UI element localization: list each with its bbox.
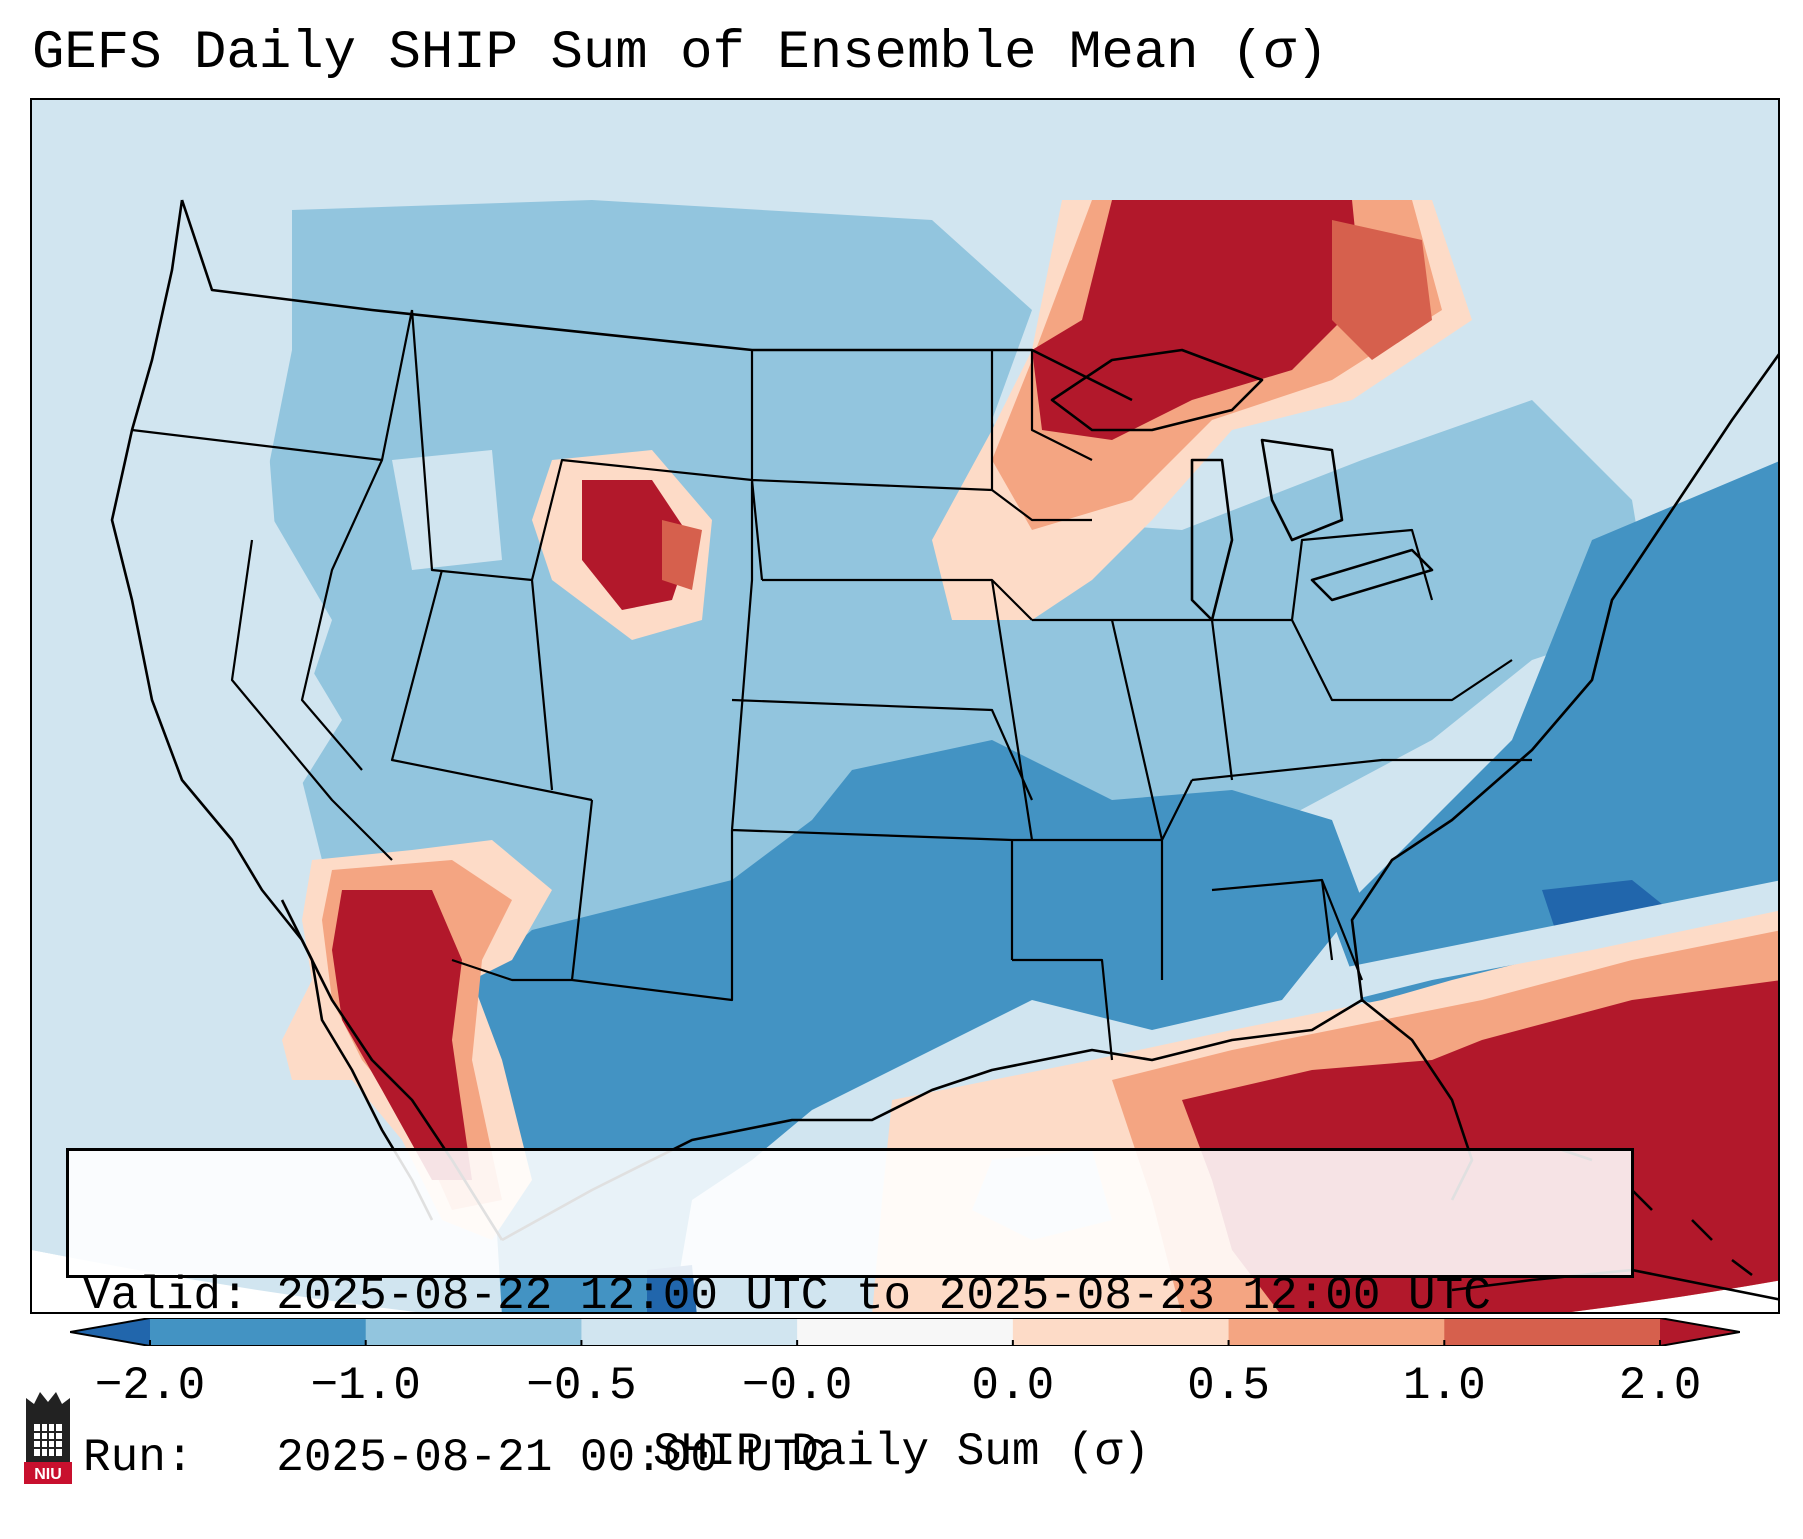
colorbar-segment (365, 1318, 582, 1346)
colorbar-tick-label: 0.5 (1187, 1360, 1270, 1412)
east-coast (1350, 353, 1778, 1001)
colorbar-tick-label: −0.0 (741, 1360, 853, 1412)
valid-value: 2025-08-22 12:00 UTC to 2025-08-23 12:00… (276, 1270, 1491, 1322)
colorbar-tick-label: 0.0 (971, 1360, 1055, 1412)
run-value: 2025-08-21 00:00 UTC (276, 1432, 829, 1484)
lake-huron (1260, 438, 1344, 542)
map-panel (30, 98, 1780, 1314)
colorbar-tick-label: 2.0 (1618, 1360, 1702, 1412)
boundaries-layer (110, 199, 1778, 1301)
colorbar-tick-label: −2.0 (94, 1360, 206, 1412)
colorbar-segment (1012, 1318, 1230, 1346)
colorbar-segment (1444, 1318, 1661, 1346)
validity-info-box: Valid: 2025-08-22 12:00 UTC to 2025-08-2… (66, 1148, 1634, 1484)
field-atlantic-blue (1332, 460, 1778, 1030)
colorbar-segment (1228, 1318, 1445, 1346)
field-lakes-salmon-2 (1332, 220, 1432, 360)
field-west-patch (142, 360, 342, 800)
colorbar-label: SHIP Daily Sum (σ) (653, 1426, 1150, 1478)
colorbar-segment (581, 1318, 798, 1346)
logo-text: NIU (34, 1466, 62, 1483)
gulf-coast (501, 998, 1474, 1242)
logo-banner (24, 1462, 72, 1484)
ship-field-map (32, 100, 1778, 1312)
colorbar-segment (150, 1318, 367, 1346)
field-wyoming-salmon (662, 520, 702, 590)
lake-superior (1050, 348, 1264, 432)
colorbar-tick-label: 1.0 (1402, 1360, 1486, 1412)
valid-row: Valid: 2025-08-22 12:00 UTC to 2025-08-2… (83, 1269, 1617, 1323)
west-coast (110, 199, 504, 1241)
field-baja-red (332, 890, 472, 1180)
lake-erie (1310, 548, 1434, 602)
run-label: Run: (83, 1432, 194, 1484)
valid-label: Valid: (83, 1270, 249, 1322)
colorbar-tick-label: −0.5 (526, 1360, 637, 1412)
run-row: Run: 2025-08-21 00:00 UTC (83, 1431, 1617, 1485)
map-title: GEFS Daily SHIP Sum of Ensemble Mean (σ) (32, 23, 1329, 84)
logo-crown (26, 1392, 70, 1418)
colorbar-extend-low (70, 1318, 150, 1346)
niu-logo: NIU (24, 1392, 72, 1484)
logo-grid (34, 1424, 62, 1456)
field-interior-light-blue (262, 200, 1652, 1100)
field-patch-wyoming (392, 450, 502, 570)
field-lakes-red (1032, 200, 1362, 440)
colorbar (70, 1318, 1740, 1346)
colorbar-extend-high (1660, 1318, 1740, 1346)
colorbar-tick-label: −1.0 (310, 1360, 421, 1412)
lake-michigan (1190, 458, 1234, 622)
field-southeast-light (1332, 880, 1778, 1000)
colorbar-segment (797, 1318, 1014, 1346)
